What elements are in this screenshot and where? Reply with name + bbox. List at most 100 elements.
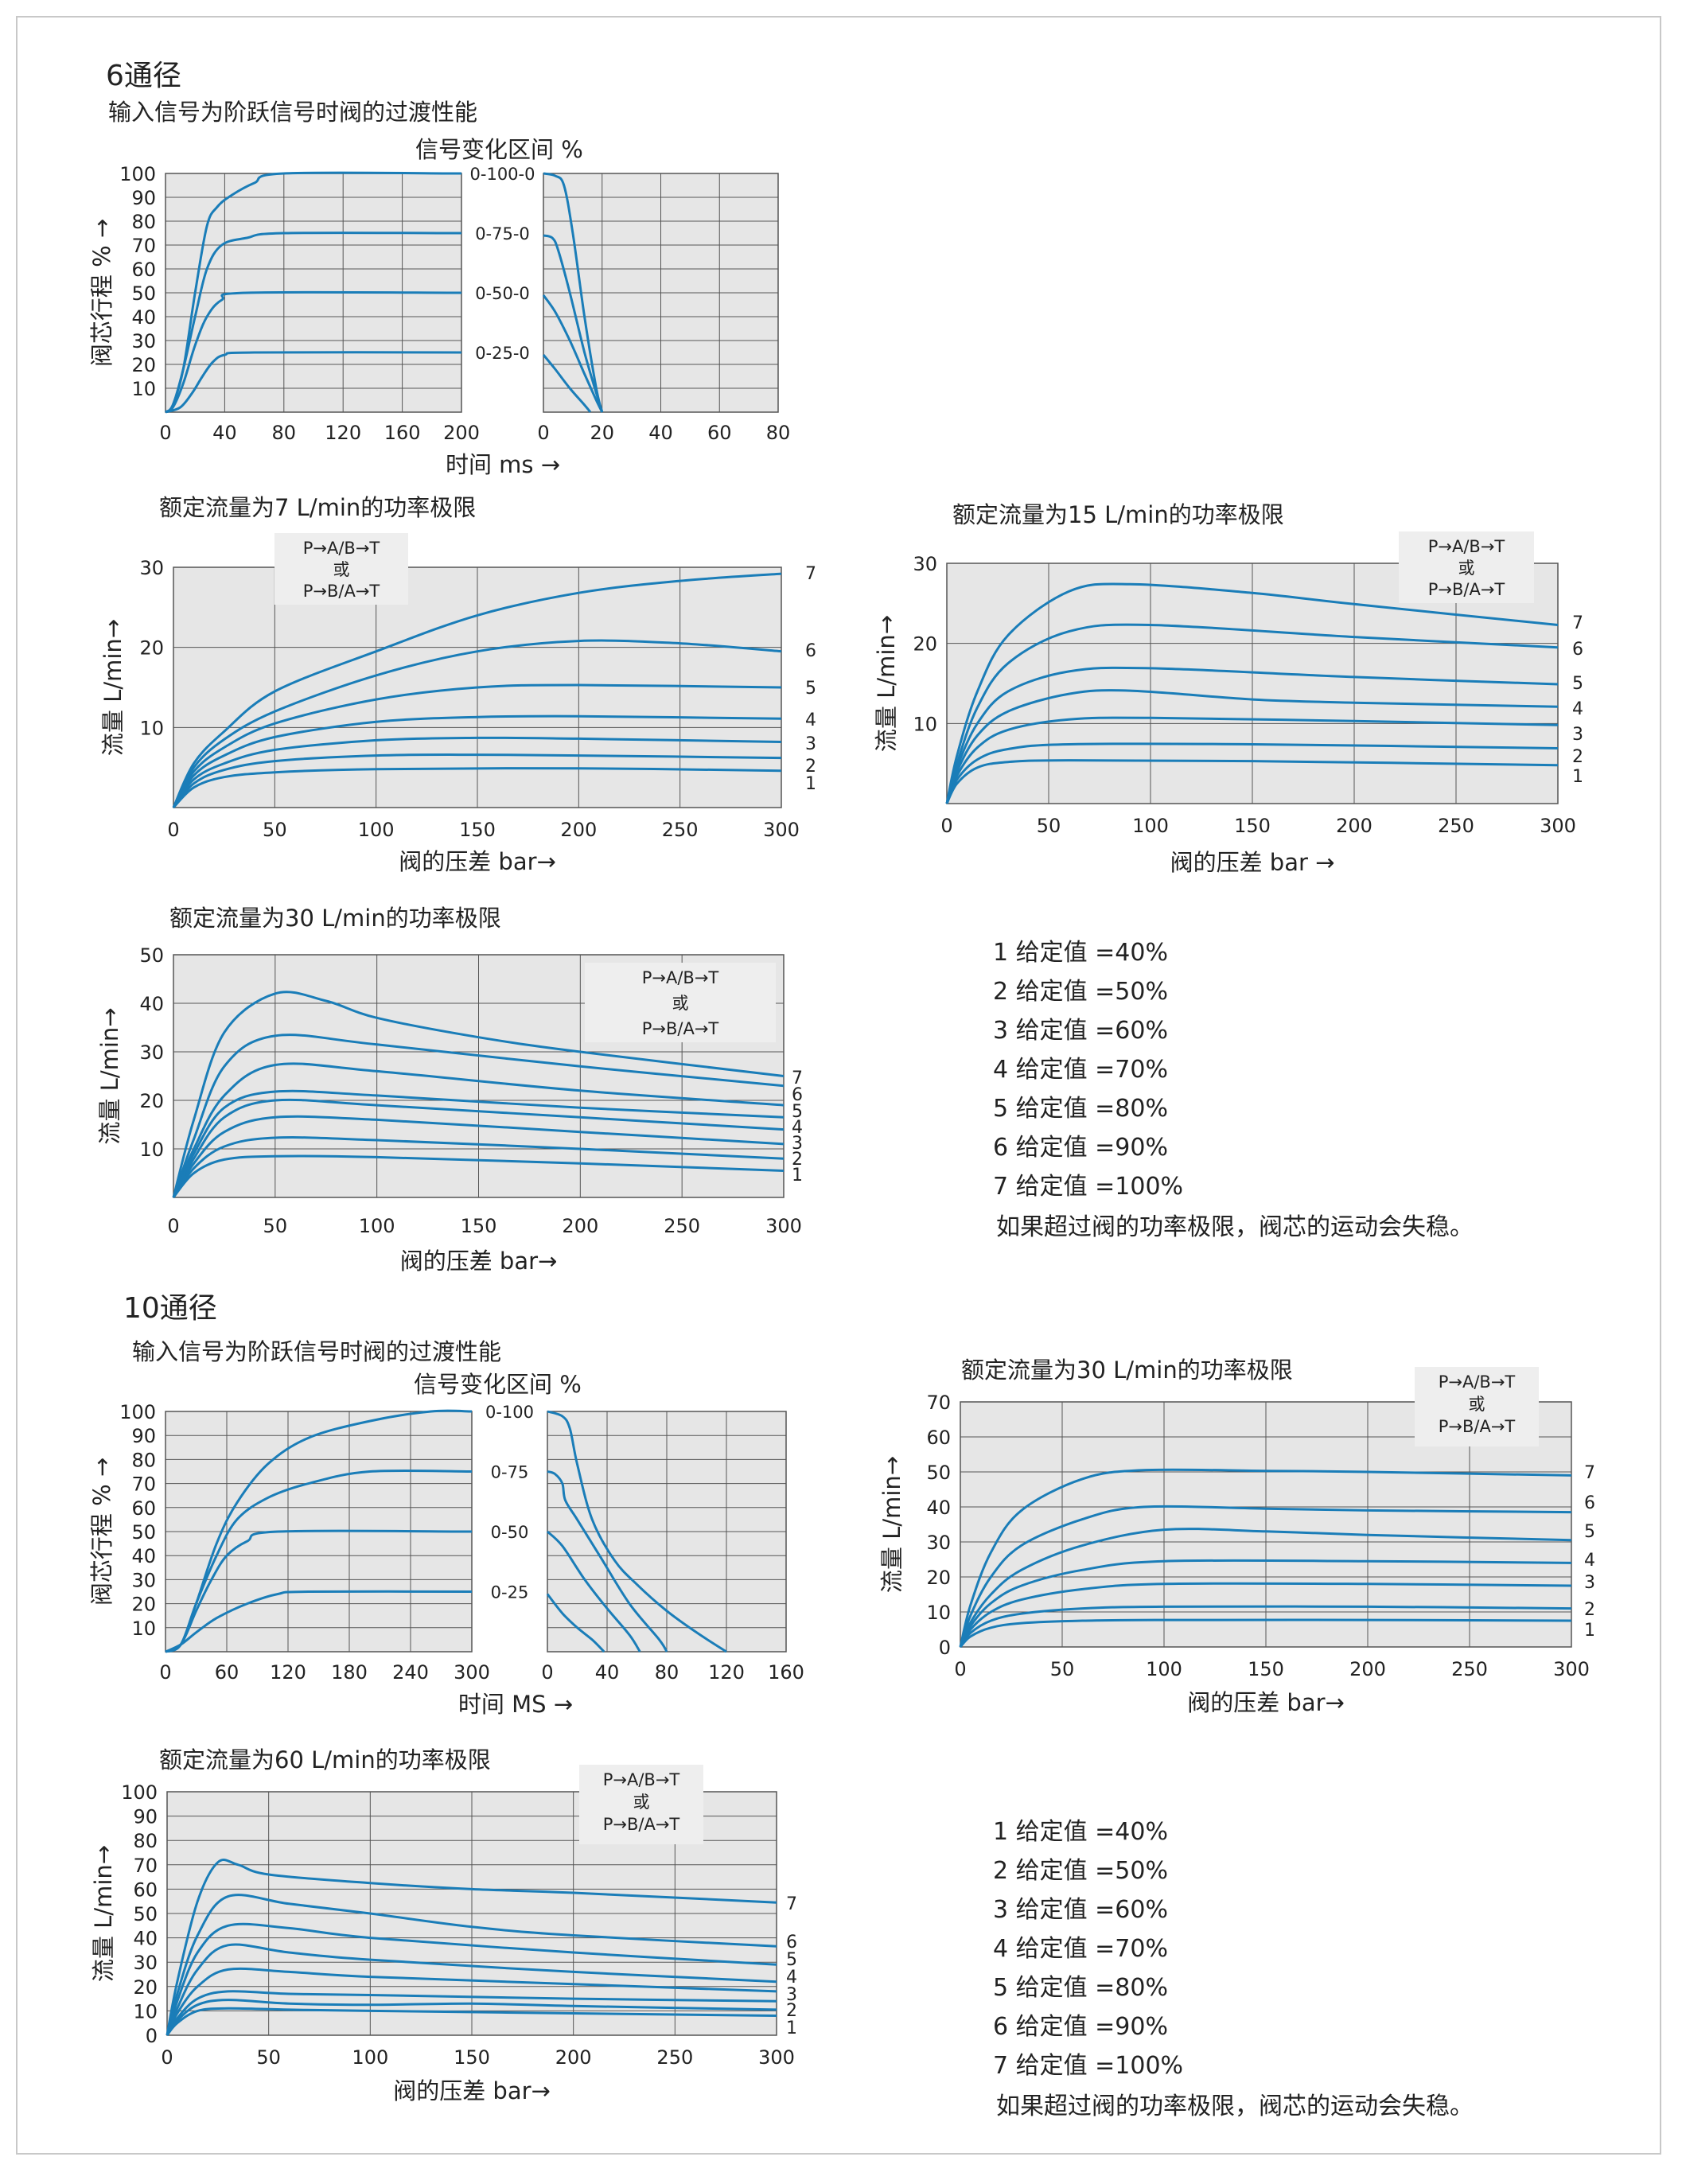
rise-curve-0-50	[165, 1529, 473, 1653]
x-tick-label: 40	[648, 422, 673, 444]
x-tick-label: 0	[537, 422, 549, 444]
series-line-5	[165, 1943, 777, 2036]
direction-label: P→B/A→T	[1439, 1417, 1516, 1436]
y-tick-label: 70	[926, 1392, 951, 1414]
x-tick-label: 200	[1336, 815, 1372, 837]
section-subtitle-10: 输入信号为阶跃信号时阀的过渡性能	[132, 1338, 502, 1365]
y-tick-label: 30	[926, 1532, 951, 1554]
series-label: 7	[792, 1069, 803, 1088]
y-tick-label: 30	[139, 557, 164, 579]
y-tick-label: 20	[913, 633, 937, 656]
y-tick-label: 30	[913, 553, 937, 575]
series-line-1	[172, 1154, 785, 1198]
series-label: 2	[1572, 747, 1583, 767]
y-tick-label: 40	[131, 306, 156, 329]
direction-label: 或	[333, 560, 350, 579]
y-tick-label: 40	[133, 1928, 158, 1950]
series-line-2	[945, 742, 1559, 804]
range-label: 0-50	[491, 1523, 529, 1542]
range-label: 0-100	[485, 1403, 534, 1422]
fall-curve-0-75-0	[543, 234, 604, 413]
legend-item-4: 4 给定值 =70%	[993, 1935, 1168, 1963]
x-axis-label: 阀的压差 bar→	[399, 848, 556, 875]
series-label: 6	[805, 641, 816, 661]
series-line-1	[172, 767, 782, 809]
rise-curve-0-25	[165, 1590, 473, 1653]
series-line-7	[959, 1468, 1572, 1648]
series-line-1	[165, 2007, 777, 2036]
direction-label: P→A/B→T	[603, 1770, 680, 1789]
y-axis-label: 流量 L/min→	[873, 615, 900, 752]
series-label: 2	[792, 1150, 803, 1170]
y-tick-label: 100	[121, 1781, 158, 1804]
y-tick-label: 90	[133, 1806, 158, 1828]
series-line-3	[172, 736, 782, 808]
x-tick-label: 250	[656, 2046, 693, 2069]
x-tick-label: 80	[272, 422, 297, 444]
series-label: 6	[1572, 640, 1583, 660]
y-tick-label: 60	[131, 1497, 156, 1520]
series-line-5	[945, 666, 1559, 804]
x-tick-label: 300	[1553, 1658, 1590, 1680]
x-tick-label: 120	[270, 1661, 306, 1684]
x-tick-label: 150	[459, 819, 496, 841]
y-tick-label: 20	[133, 1976, 158, 1999]
legend-item-1: 1 给定值 =40%	[993, 1818, 1168, 1846]
y-tick-label: 70	[133, 1855, 158, 1877]
y-axis-label: 阀芯行程 % →	[88, 219, 115, 367]
series-line-6	[945, 623, 1559, 804]
series-line-5	[959, 1528, 1572, 1648]
y-tick-label: 10	[139, 717, 164, 739]
x-tick-label: 80	[655, 1661, 679, 1684]
x-tick-label: 80	[766, 422, 791, 444]
chart-c6_step: 信号变化区间 %0 40 80 120 160 200 0 20 40 60 80102030405…	[88, 136, 790, 478]
series-label: 7	[805, 564, 816, 584]
x-axis-label: 时间 MS →	[458, 1691, 573, 1718]
series-line-4	[959, 1559, 1572, 1648]
x-tick-label: 50	[263, 1215, 288, 1237]
x-tick-label: 100	[1146, 1658, 1182, 1680]
x-tick-label: 0	[940, 815, 952, 837]
chart-title: 信号变化区间 %	[415, 136, 583, 163]
x-tick-label: 20	[590, 422, 614, 444]
series-line-6	[172, 1062, 785, 1198]
chart-c6_7: 额定流量为7 L/min的功率极限 0 50 100 150 200 250 300 10 20 3…	[99, 494, 816, 875]
x-tick-label: 250	[662, 819, 699, 841]
series-line-4	[172, 714, 782, 808]
y-tick-label: 100	[119, 1401, 156, 1423]
series-label: 6	[792, 1085, 803, 1105]
chart-title: 额定流量为30 L/min的功率极限	[169, 905, 501, 932]
fall-curve-0-50	[546, 1530, 641, 1653]
y-axis-label: 流量 L/min→	[99, 619, 127, 756]
x-axis-label: 时间 ms →	[446, 451, 560, 478]
series-label: 4	[1572, 699, 1583, 719]
y-axis-label: 流量 L/min→	[96, 1007, 123, 1144]
x-tick-label: 250	[1438, 815, 1474, 837]
x-tick-label: 240	[392, 1661, 429, 1684]
legend-item-7: 7 给定值 =100%	[993, 2052, 1184, 2080]
x-axis-label: 阀的压差 bar→	[1187, 1689, 1345, 1716]
y-tick-label: 80	[133, 1830, 158, 1852]
y-tick-label: 40	[926, 1497, 951, 1519]
direction-label: P→B/A→T	[1428, 580, 1505, 599]
series-line-7	[165, 1894, 777, 2036]
series-label: 3	[1584, 1573, 1595, 1593]
x-tick-label: 150	[1248, 1658, 1284, 1680]
y-tick-label: 50	[926, 1462, 951, 1484]
fall-curve-0-100	[547, 1410, 727, 1653]
x-tick-label: 200	[555, 2046, 592, 2069]
x-tick-label: 50	[1037, 815, 1061, 837]
series-label: 2	[805, 757, 816, 777]
series-line-2	[959, 1605, 1572, 1648]
x-tick-label: 150	[454, 2046, 490, 2069]
rise-curve-0-25-0	[165, 351, 462, 414]
section-title-10: 10通径	[123, 1292, 217, 1325]
x-tick-label: 200	[443, 422, 480, 444]
series-line-5	[172, 683, 782, 808]
x-tick-label: 0	[167, 819, 179, 841]
y-tick-label: 80	[131, 1449, 156, 1471]
series-label: 1	[786, 2019, 797, 2038]
legend-item-1: 1 给定值 =40%	[993, 939, 1168, 967]
